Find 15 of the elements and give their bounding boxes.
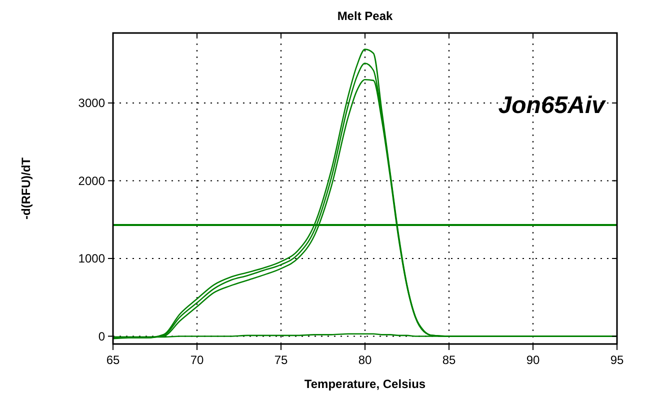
- x-tick-label: 65: [106, 353, 120, 367]
- x-axis-title: Temperature, Celsius: [304, 377, 426, 391]
- y-tick-label: 3000: [78, 96, 106, 110]
- x-tick-label: 90: [526, 353, 540, 367]
- y-axis-title: -d(RFU)/dT: [19, 156, 33, 220]
- y-tick-label: 2000: [78, 174, 106, 188]
- annotation: Jon65Aiv: [498, 92, 607, 119]
- x-tick-label: 70: [190, 353, 204, 367]
- y-tick-label: 0: [98, 329, 106, 344]
- x-tick-label: 80: [358, 353, 372, 367]
- chart-title: Melt Peak: [337, 9, 394, 23]
- x-tick-label: 95: [610, 353, 624, 367]
- x-tick-label: 75: [274, 353, 288, 367]
- y-tick-label: 1000: [78, 252, 106, 266]
- x-tick-label: 85: [442, 353, 456, 367]
